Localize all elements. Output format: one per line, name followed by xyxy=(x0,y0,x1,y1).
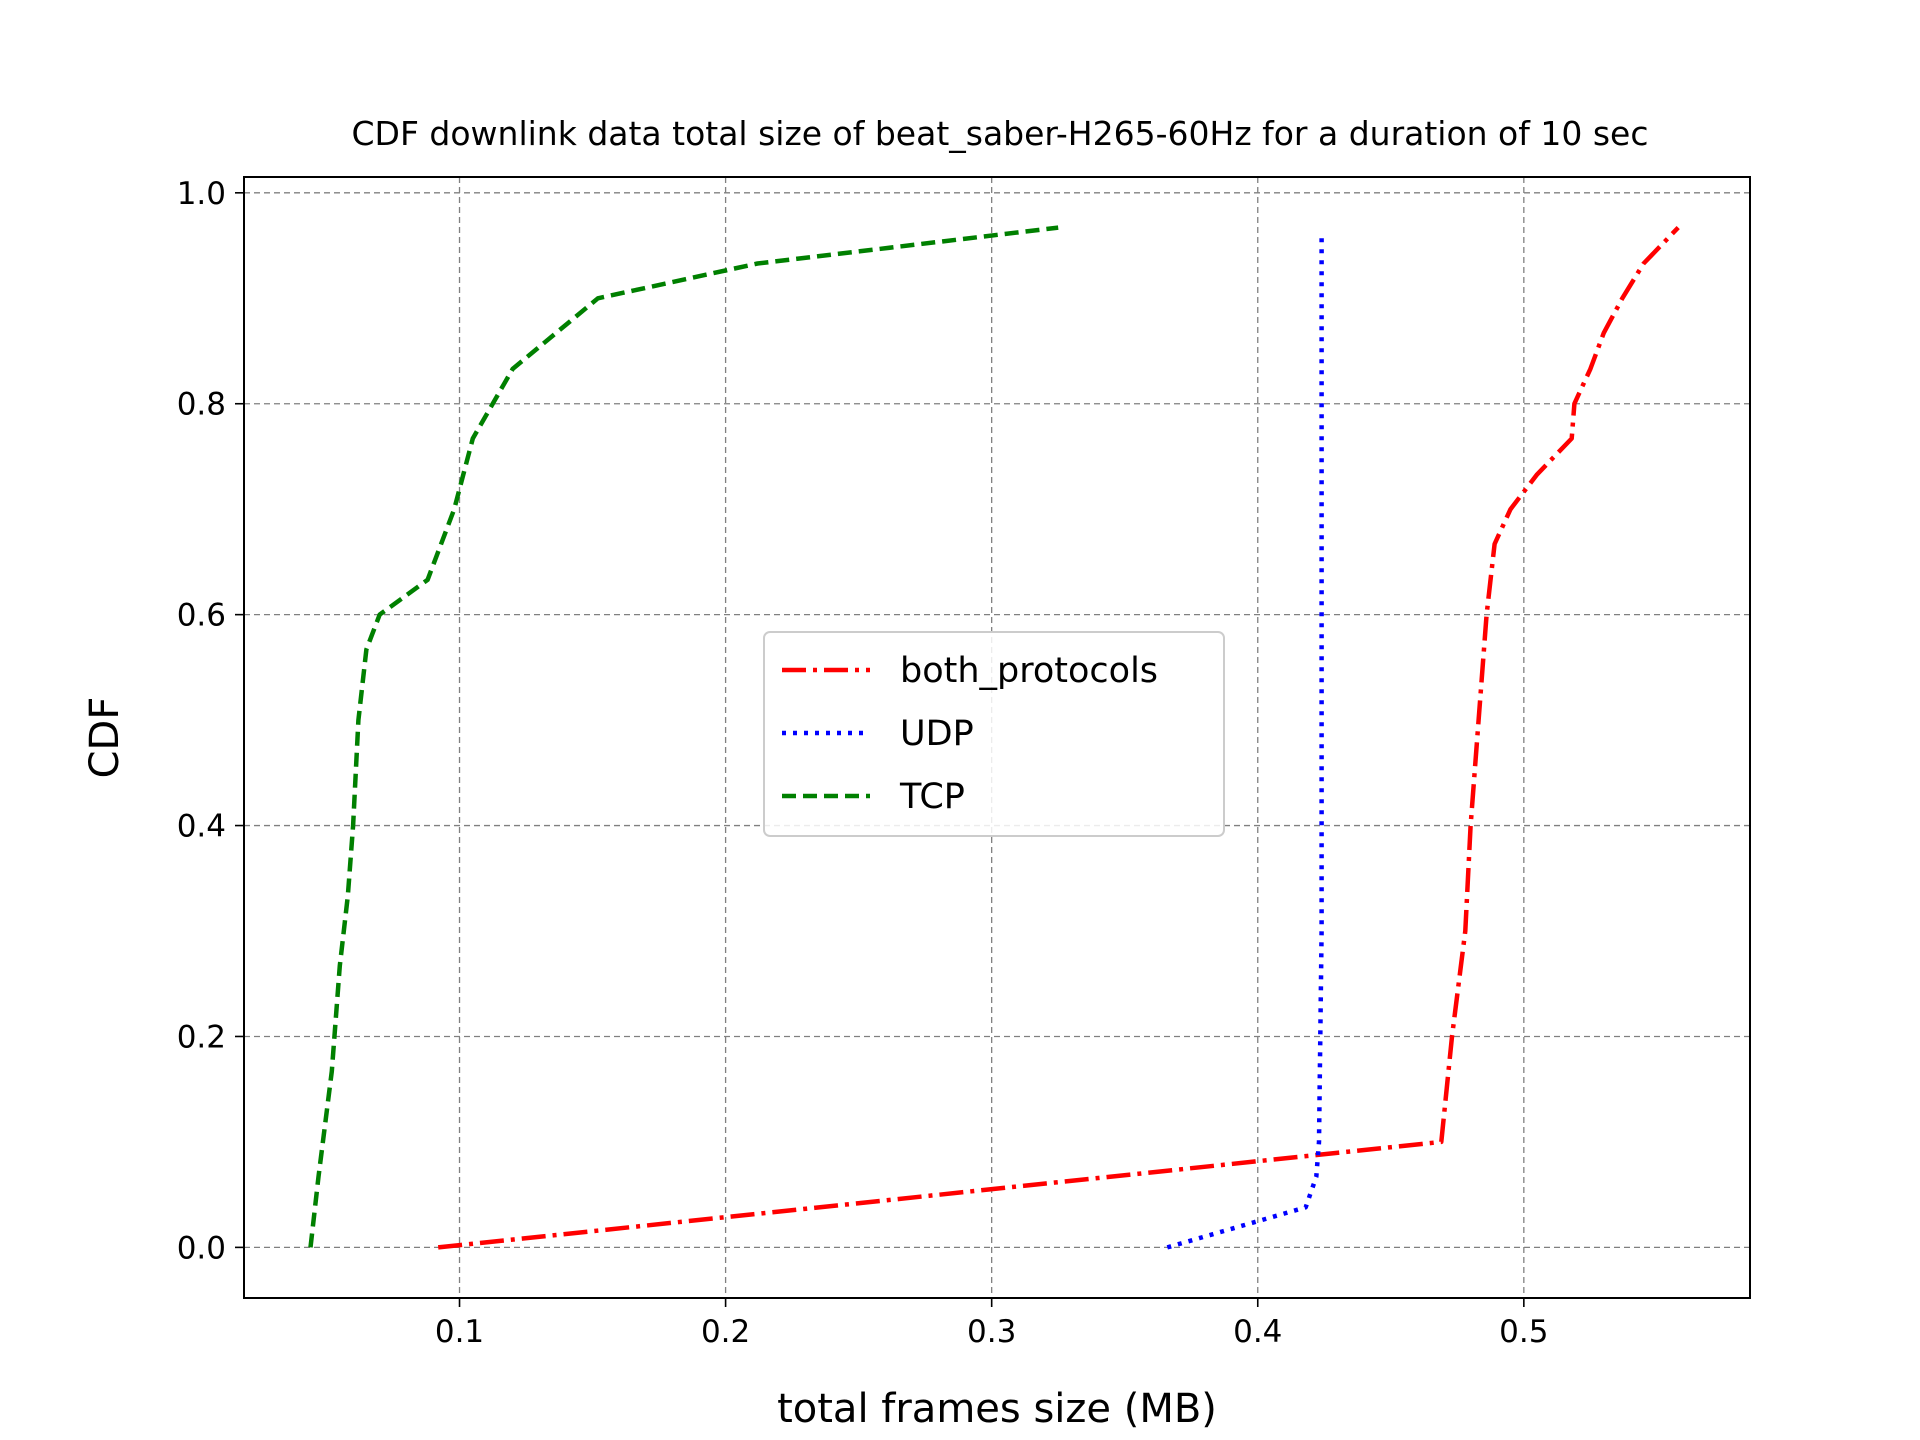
y-tick-label: 0.4 xyxy=(177,809,226,845)
x-tick-label: 0.5 xyxy=(1499,1314,1548,1350)
x-tick-label: 0.2 xyxy=(701,1314,750,1350)
x-axis-label: total frames size (MB) xyxy=(777,1386,1217,1432)
y-tick-label: 0.0 xyxy=(177,1230,226,1266)
legend: both_protocols UDP TCP xyxy=(763,631,1225,837)
legend-label: UDP xyxy=(900,714,974,754)
series-line-both_protocols xyxy=(437,226,1680,1250)
y-tick-label: 0.6 xyxy=(177,598,226,634)
legend-label: TCP xyxy=(899,777,965,817)
legend-label: both_protocols xyxy=(900,651,1158,691)
x-tick-label: 0.4 xyxy=(1233,1314,1282,1350)
chart-title: CDF downlink data total size of beat_sab… xyxy=(352,114,1649,153)
series-line-tcp xyxy=(308,225,1059,1248)
x-tick-label: 0.3 xyxy=(967,1314,1016,1350)
y-tick-label: 1.0 xyxy=(177,176,226,212)
axis-ticks: 0.1 0.2 0.3 0.4 0.5 0.0 0.2 0.4 0.6 0.8 1.0 xyxy=(177,176,1549,1350)
y-tick-label: 0.8 xyxy=(177,387,226,423)
series-line-udp xyxy=(1166,235,1324,1250)
x-tick-label: 0.1 xyxy=(435,1314,484,1350)
y-tick-label: 0.2 xyxy=(177,1019,226,1055)
legend-box xyxy=(763,631,1225,837)
series-layer xyxy=(308,225,1680,1250)
y-axis-label: CDF xyxy=(82,697,128,779)
plot-frame xyxy=(243,176,1751,1299)
